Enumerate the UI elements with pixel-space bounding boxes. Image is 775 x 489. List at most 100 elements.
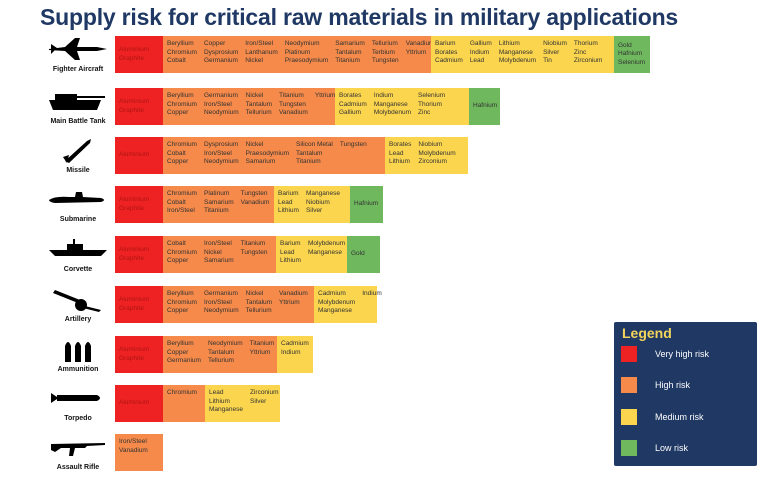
material-column: Nickel Tantalum Tellurium xyxy=(246,92,272,118)
risk-segment-high: Cobalt Chromium Copper Iron/Steel Nickel Sama… xyxy=(163,236,276,273)
material-label: Manganese xyxy=(318,307,352,314)
table-row: Artillery Aluminium Graphite Beryllium Chrom… xyxy=(0,286,775,323)
material-label: Iron/Steel xyxy=(167,207,195,214)
material-label: Chromium xyxy=(167,100,197,108)
material-label: Cadmium xyxy=(318,290,346,297)
application-label: Corvette xyxy=(63,266,93,273)
risk-segment-high: Chromium xyxy=(163,385,205,422)
material-label: Borates xyxy=(339,92,362,99)
material-label: Tungsten xyxy=(240,248,268,256)
material-column: Aluminium xyxy=(119,399,149,408)
risk-segment-very-high: Aluminium Graphite xyxy=(115,88,163,125)
material-column: Germanium Iron/Steel Neodymium xyxy=(204,92,239,118)
material-label: Chromium xyxy=(167,141,197,148)
material-column: Chromium Cobalt Iron/Steel xyxy=(167,190,197,216)
material-column: Cobalt Chromium Copper xyxy=(167,240,197,266)
material-label: Titanium xyxy=(203,207,229,214)
material-label: Iron/Steel xyxy=(119,438,147,445)
material-label: Lead xyxy=(209,389,224,396)
material-label: Cadmium xyxy=(339,100,367,108)
material-label: Tungsten xyxy=(279,100,306,108)
risk-segment-very-high: Aluminium xyxy=(115,137,163,174)
legend-item-medium: Medium risk xyxy=(621,408,704,426)
material-column: Gold Hafnium Selenium xyxy=(618,42,645,68)
material-column: Gallium Indium Lead xyxy=(470,40,492,66)
material-label: Dysprosium xyxy=(203,48,239,56)
risk-segment-very-high: Aluminium Graphite xyxy=(115,286,163,323)
risk-segment-low: Hafnium xyxy=(469,88,500,125)
material-label: Neodymium xyxy=(207,340,243,347)
material-label: Iron/Steel xyxy=(245,40,274,47)
material-label: Iron/Steel xyxy=(203,298,232,306)
material-label: Selenium xyxy=(418,92,446,99)
material-column: Tellurium Terbium Tungsten xyxy=(372,40,399,66)
material-label: Graphite xyxy=(119,304,144,312)
ammunition-icon xyxy=(45,336,111,362)
material-label: Nickel xyxy=(245,92,264,99)
material-label: Neodymium xyxy=(203,307,239,314)
legend-title: Legend xyxy=(622,325,672,341)
risk-segment-high: Beryllium Chromium Copper Germanium Iron/Ste… xyxy=(163,286,314,323)
application-label: Fighter Aircraft xyxy=(52,66,104,73)
missile-icon xyxy=(45,137,111,163)
material-label: Titanium xyxy=(240,240,266,247)
material-column: Zirconium Silver xyxy=(250,389,279,406)
material-label: Samarium xyxy=(335,40,365,47)
material-label: Graphite xyxy=(119,254,144,262)
material-label: Indium xyxy=(281,348,301,356)
material-column: Barium Lead Lithium xyxy=(278,190,299,216)
material-column: Copper Dysprosium Germanium xyxy=(204,40,238,66)
material-label: Thorium xyxy=(418,100,442,108)
material-label: Zirconium xyxy=(418,158,447,165)
risk-segment-medium: Lead Lithium Manganese Zirconium Silver xyxy=(205,385,280,422)
risk-segment-very-high: Aluminium Graphite xyxy=(115,186,163,223)
material-label: Yttrium xyxy=(249,348,271,356)
material-label: Aluminium xyxy=(119,399,150,407)
risk-segment-high: Chromium Cobalt Copper Dysprosium Iron/Steel… xyxy=(163,137,385,174)
material-label: Molybdenum xyxy=(307,240,346,247)
material-label: Graphite xyxy=(119,106,144,114)
material-label: Manganese xyxy=(498,48,533,56)
material-label: Platinum xyxy=(203,190,230,197)
material-label: Gallium xyxy=(339,109,362,116)
legend-item-high: High risk xyxy=(621,376,690,394)
material-label: Beryllium xyxy=(167,92,194,99)
risk-segment-low: Gold Hafnium Selenium xyxy=(614,36,650,73)
material-column: Molybdenum Manganese xyxy=(308,240,345,257)
material-column: Vanadium Yttrium xyxy=(406,40,435,57)
material-label: Chromium xyxy=(167,298,197,306)
material-label: Tantalum xyxy=(335,48,362,56)
material-label: Vanadium xyxy=(240,198,270,206)
material-label: Chromium xyxy=(167,389,197,396)
material-label: Barium xyxy=(435,40,456,47)
material-column: Gold xyxy=(351,250,365,259)
table-row: Torpedo Aluminium Chromium Lead Lithium Manga… xyxy=(0,385,775,422)
material-label: Tungsten xyxy=(240,190,268,197)
material-column: Hafnium xyxy=(354,200,378,209)
material-label: Graphite xyxy=(119,204,144,212)
material-label: Cobalt xyxy=(167,149,186,157)
material-label: Graphite xyxy=(119,54,144,62)
material-column: Selenium Thorium Zinc xyxy=(418,92,445,118)
material-label: Molybdenum xyxy=(318,298,356,306)
material-label: Manganese xyxy=(373,100,408,108)
material-column: Aluminium Graphite xyxy=(119,196,149,213)
material-column: Dysprosium Iron/Steel Neodymium xyxy=(204,141,239,167)
material-label: Lithium xyxy=(498,40,520,47)
material-label: Cadmium xyxy=(281,340,309,347)
material-label: Iron/Steel xyxy=(203,149,232,157)
material-label: Zirconium xyxy=(573,57,603,64)
application-label: Main Battle Tank xyxy=(50,118,106,125)
material-label: Nickel xyxy=(245,57,263,64)
application-label: Ammunition xyxy=(57,366,99,373)
material-label: Lead xyxy=(280,248,295,256)
risk-segment-high: Beryllium Chromium Cobalt Copper Dysprosium G… xyxy=(163,36,434,73)
risk-segment-low: Gold xyxy=(347,236,380,273)
material-label: Tantalum xyxy=(245,298,273,306)
material-label: Graphite xyxy=(119,354,144,362)
material-label: Tantalum xyxy=(296,149,323,157)
material-column: Aluminium Graphite xyxy=(119,346,149,363)
material-label: Gallium xyxy=(469,40,492,47)
legend-swatch xyxy=(621,377,637,393)
material-label: Manganese xyxy=(307,248,342,256)
